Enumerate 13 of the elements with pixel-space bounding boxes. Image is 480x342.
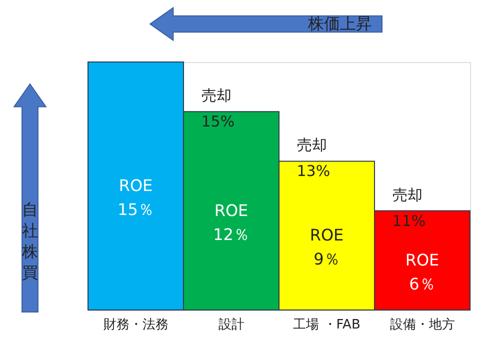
x-tick-label: 設計 [218, 318, 244, 332]
x-tick-label: 財務・法務 [103, 318, 168, 332]
x-tick-label: 設備・地方 [390, 316, 455, 332]
annotation: 売却 13% [296, 136, 330, 180]
annotation: 売却 11% [392, 186, 426, 230]
annotation: 売却 15% [201, 86, 235, 131]
data-label: ROE 6％ [405, 250, 440, 294]
x-tick-label: 工場 ・FAB [293, 318, 360, 332]
data-label: ROE 15％ [118, 176, 154, 219]
data-label: ROE 12％ [213, 200, 250, 244]
data-label: ROE 9％ [310, 226, 344, 269]
text: 自社株買 [21, 200, 38, 282]
text: 株価上昇 [307, 14, 372, 33]
